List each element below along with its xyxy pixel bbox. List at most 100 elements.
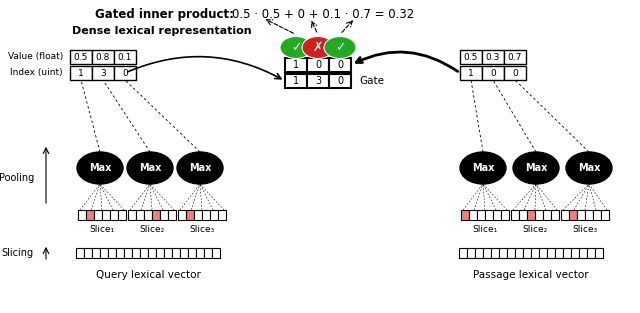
Bar xyxy=(515,248,523,258)
Bar xyxy=(124,248,132,258)
Text: 0.5: 0.5 xyxy=(464,53,478,61)
Bar xyxy=(78,210,86,220)
Bar xyxy=(535,210,543,220)
Text: 1: 1 xyxy=(293,60,299,70)
Text: Slice₃: Slice₃ xyxy=(572,225,598,234)
Bar xyxy=(178,210,186,220)
Bar xyxy=(156,248,164,258)
Ellipse shape xyxy=(324,37,356,59)
Bar xyxy=(601,210,609,220)
Bar xyxy=(86,210,94,220)
Text: Max: Max xyxy=(139,163,161,173)
Bar xyxy=(128,210,136,220)
Bar xyxy=(92,248,100,258)
Bar xyxy=(519,210,527,220)
Bar xyxy=(102,210,110,220)
Text: Gate: Gate xyxy=(359,76,384,86)
Text: 0.7: 0.7 xyxy=(508,53,522,61)
Text: 0.8: 0.8 xyxy=(96,53,110,61)
Text: 0: 0 xyxy=(337,60,343,70)
Bar xyxy=(210,210,218,220)
Bar xyxy=(555,248,563,258)
Bar xyxy=(563,248,571,258)
Bar xyxy=(188,248,196,258)
Bar xyxy=(114,66,136,80)
Text: Slice₁: Slice₁ xyxy=(472,225,498,234)
Text: Slice₂: Slice₂ xyxy=(140,225,164,234)
Bar xyxy=(491,248,499,258)
Bar xyxy=(118,210,126,220)
Bar xyxy=(551,210,559,220)
Bar xyxy=(202,210,210,220)
Bar xyxy=(180,248,188,258)
Bar xyxy=(136,210,144,220)
Bar xyxy=(460,66,482,80)
Bar xyxy=(212,248,220,258)
Text: Max: Max xyxy=(472,163,494,173)
Text: Max: Max xyxy=(578,163,600,173)
Text: Max: Max xyxy=(89,163,111,173)
Ellipse shape xyxy=(127,152,173,184)
Bar xyxy=(507,248,515,258)
Bar xyxy=(144,210,152,220)
Bar xyxy=(168,210,176,220)
Bar xyxy=(204,248,212,258)
Text: Slice₃: Slice₃ xyxy=(189,225,214,234)
Bar xyxy=(499,248,507,258)
Text: Max: Max xyxy=(189,163,211,173)
Text: 0.1: 0.1 xyxy=(118,53,132,61)
Text: Max: Max xyxy=(525,163,547,173)
Bar xyxy=(593,210,601,220)
Bar xyxy=(579,248,587,258)
Bar xyxy=(460,50,482,64)
Bar xyxy=(531,248,539,258)
Text: ✗: ✗ xyxy=(313,41,323,54)
Ellipse shape xyxy=(280,37,312,59)
Bar xyxy=(571,248,579,258)
Bar xyxy=(132,248,140,258)
Bar xyxy=(160,210,168,220)
Ellipse shape xyxy=(566,152,612,184)
Bar xyxy=(110,210,118,220)
Bar xyxy=(543,210,551,220)
Bar xyxy=(467,248,475,258)
Text: Slicing: Slicing xyxy=(2,248,34,258)
Bar xyxy=(164,248,172,258)
Text: 1: 1 xyxy=(78,69,84,78)
Bar xyxy=(485,210,493,220)
Bar xyxy=(285,58,307,72)
Bar xyxy=(483,248,491,258)
Bar xyxy=(595,248,603,258)
Bar xyxy=(587,248,595,258)
Bar xyxy=(511,210,519,220)
Bar xyxy=(194,210,202,220)
Text: 0: 0 xyxy=(512,69,518,78)
Bar xyxy=(482,66,504,80)
Bar xyxy=(561,210,569,220)
Bar xyxy=(172,248,180,258)
Bar xyxy=(70,66,92,80)
Text: 0: 0 xyxy=(315,60,321,70)
Bar xyxy=(469,210,477,220)
Bar xyxy=(76,248,84,258)
Bar xyxy=(114,50,136,64)
Bar xyxy=(116,248,124,258)
Bar xyxy=(547,248,555,258)
Bar xyxy=(329,74,351,88)
Bar xyxy=(527,210,535,220)
Text: 0.3: 0.3 xyxy=(486,53,500,61)
Bar xyxy=(477,210,485,220)
Bar xyxy=(94,210,102,220)
Text: Pooling: Pooling xyxy=(0,173,34,183)
Ellipse shape xyxy=(460,152,506,184)
Bar xyxy=(329,58,351,72)
Text: Index (uint): Index (uint) xyxy=(10,69,63,78)
Bar xyxy=(504,66,526,80)
Text: Dense lexical representation: Dense lexical representation xyxy=(72,26,252,36)
Bar xyxy=(585,210,593,220)
Text: 0: 0 xyxy=(337,76,343,86)
Bar xyxy=(92,50,114,64)
Bar xyxy=(100,248,108,258)
Bar xyxy=(148,248,156,258)
Ellipse shape xyxy=(302,37,334,59)
